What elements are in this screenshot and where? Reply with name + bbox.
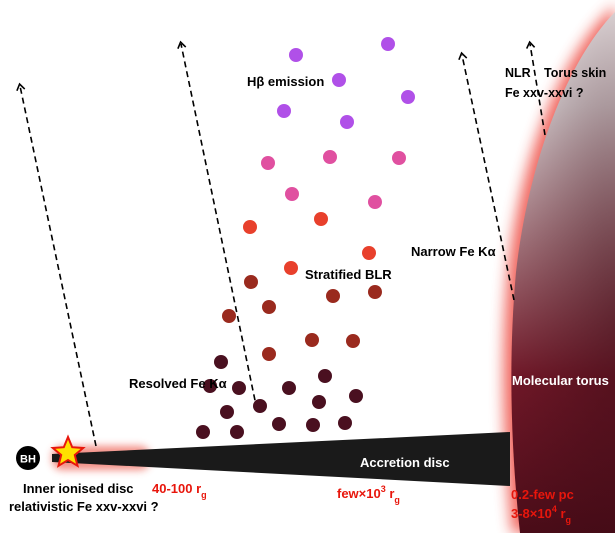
star-icon xyxy=(50,434,86,468)
cloud xyxy=(262,347,276,361)
stratified-blr-label: Stratified BLR xyxy=(305,267,392,282)
cloud xyxy=(203,379,217,393)
fe-torus-skin-label: Fe xxv-xxvi ? xyxy=(505,86,584,100)
cloud xyxy=(196,425,210,439)
cloud xyxy=(314,212,328,226)
cloud xyxy=(262,300,276,314)
torus-radius-label-2: 3-8×104 rg xyxy=(511,504,571,525)
black-hole: BH xyxy=(16,446,40,470)
cloud xyxy=(340,115,354,129)
torus-radius-label-1: 0.2-few pc xyxy=(511,487,574,502)
bh-label: BH xyxy=(20,454,36,466)
cloud xyxy=(349,389,363,403)
cloud xyxy=(289,48,303,62)
cloud xyxy=(346,334,360,348)
arrow-torus xyxy=(458,51,515,301)
cloud xyxy=(253,399,267,413)
cloud xyxy=(318,369,332,383)
outflow-arrows xyxy=(16,40,546,447)
cloud xyxy=(277,104,291,118)
cloud xyxy=(323,150,337,164)
resolved-fe-label: Resolved Fe Kα xyxy=(129,376,227,391)
cloud xyxy=(368,285,382,299)
cloud xyxy=(232,381,246,395)
cloud xyxy=(214,355,228,369)
arrow-inner xyxy=(16,82,97,447)
inner-radius-label: 40-100 rg xyxy=(152,481,207,500)
torus-skin-label: Torus skin xyxy=(544,66,606,80)
accretion-disc-label: Accretion disc xyxy=(360,455,450,470)
cloud xyxy=(222,309,236,323)
accretion-disc xyxy=(52,432,510,486)
cloud xyxy=(326,289,340,303)
cloud xyxy=(381,37,395,51)
cloud xyxy=(244,275,258,289)
hbeta-label: Hβ emission xyxy=(247,74,324,89)
arrow-nlr xyxy=(525,40,546,136)
cloud xyxy=(306,418,320,432)
cloud xyxy=(284,261,298,275)
narrow-fe-label: Narrow Fe Kα xyxy=(411,244,496,259)
cloud xyxy=(312,395,326,409)
cloud xyxy=(401,90,415,104)
inner-disc-label-2: relativistic Fe xxv-xxvi ? xyxy=(9,499,159,514)
cloud-field xyxy=(196,37,415,439)
cloud xyxy=(243,220,257,234)
arrow-blr xyxy=(177,40,258,411)
disc-radius-label: few×103 rg xyxy=(337,484,400,505)
cloud xyxy=(230,425,244,439)
inner-disc-label-1: Inner ionised disc xyxy=(23,481,134,496)
cloud xyxy=(282,381,296,395)
cloud xyxy=(285,187,299,201)
cloud xyxy=(272,417,286,431)
torus-label: Molecular torus xyxy=(512,373,609,388)
cloud xyxy=(332,73,346,87)
cloud xyxy=(305,333,319,347)
cloud xyxy=(220,405,234,419)
nlr-label: NLR xyxy=(505,66,531,80)
cloud xyxy=(392,151,406,165)
cloud xyxy=(368,195,382,209)
molecular-torus xyxy=(503,5,615,533)
cloud xyxy=(338,416,352,430)
cloud xyxy=(362,246,376,260)
cloud xyxy=(261,156,275,170)
